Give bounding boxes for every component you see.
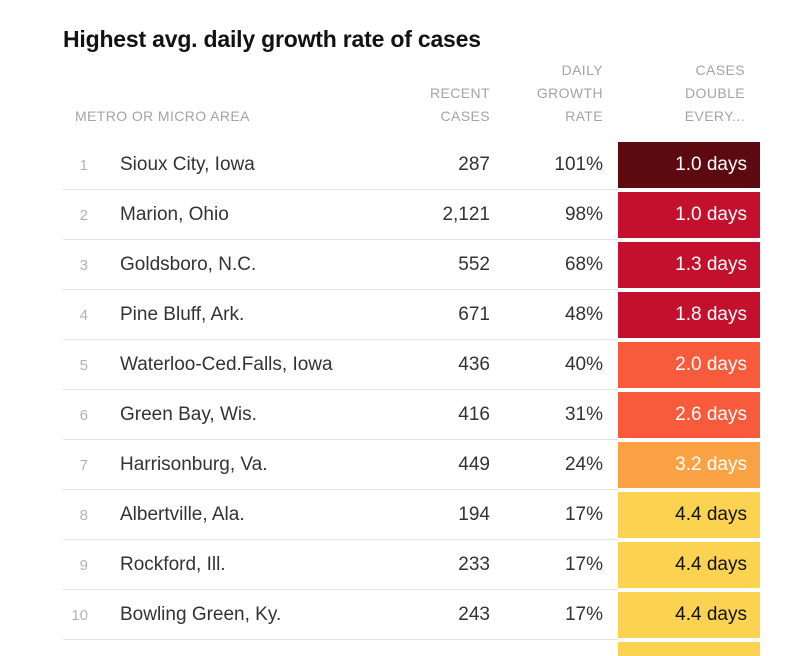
row-rank: 10	[71, 606, 88, 624]
table-row	[63, 640, 760, 656]
double-cell: 1.8 days	[618, 292, 760, 338]
table-row: 5 Waterloo-Ced.Falls, Iowa 436 40% 2.0 d…	[63, 340, 760, 390]
row-rank: 5	[79, 356, 88, 374]
table-row: 7 Harrisonburg, Va. 449 24% 3.2 days	[63, 440, 760, 490]
row-metro-area: Marion, Ohio	[120, 204, 229, 225]
row-recent-cases: 436	[458, 354, 490, 375]
row-rank: 3	[79, 256, 88, 274]
double-cell: 2.0 days	[618, 342, 760, 388]
row-metro-area: Pine Bluff, Ark.	[120, 304, 245, 325]
row-rank: 6	[79, 406, 88, 424]
double-cell	[618, 642, 760, 656]
row-metro-area: Goldsboro, N.C.	[120, 254, 257, 275]
row-growth-rate: 17%	[564, 504, 603, 525]
row-growth-rate: 24%	[564, 454, 603, 475]
row-recent-cases: 552	[458, 254, 490, 275]
row-growth-rate: 68%	[564, 254, 603, 275]
page-title: Highest avg. daily growth rate of cases	[63, 26, 481, 52]
table-row: 10 Bowling Green, Ky. 243 17% 4.4 days	[63, 590, 760, 640]
growth-table-card: Highest avg. daily growth rate of cases …	[0, 26, 808, 656]
row-metro-area: Sioux City, Iowa	[120, 154, 255, 175]
row-rank: 4	[79, 306, 88, 324]
row-growth-rate: 17%	[564, 604, 603, 625]
table-row: 9 Rockford, Ill. 233 17% 4.4 days	[63, 540, 760, 590]
double-cell: 4.4 days	[618, 492, 760, 538]
double-cell: 1.0 days	[618, 142, 760, 188]
table-row: 8 Albertville, Ala. 194 17% 4.4 days	[63, 490, 760, 540]
row-rank: 8	[79, 506, 88, 524]
row-growth-rate: 98%	[564, 204, 603, 225]
col-header-growth-rate: DAILY GROWTH RATE	[536, 62, 603, 124]
row-growth-rate: 48%	[564, 304, 603, 325]
row-recent-cases: 287	[458, 154, 490, 175]
row-growth-rate: 31%	[564, 404, 603, 425]
row-metro-area: Rockford, Ill.	[120, 554, 226, 575]
table-header-row: METRO OR MICRO AREA RECENT CASES DAILY G…	[63, 55, 760, 140]
row-rank: 1	[79, 156, 88, 174]
double-cell: 4.4 days	[618, 592, 760, 638]
row-rank: 9	[79, 556, 88, 574]
row-recent-cases: 2,121	[442, 204, 490, 225]
row-recent-cases: 449	[458, 454, 490, 475]
table-row: 3 Goldsboro, N.C. 552 68% 1.3 days	[63, 240, 760, 290]
table-row: 1 Sioux City, Iowa 287 101% 1.0 days	[63, 140, 760, 190]
row-rank: 7	[79, 456, 88, 474]
double-cell: 1.3 days	[618, 242, 760, 288]
table-row: 2 Marion, Ohio 2,121 98% 1.0 days	[63, 190, 760, 240]
table-body: 1 Sioux City, Iowa 287 101% 1.0 days 2 M…	[63, 140, 760, 656]
double-cell: 2.6 days	[618, 392, 760, 438]
row-growth-rate: 17%	[564, 554, 603, 575]
row-metro-area: Bowling Green, Ky.	[120, 604, 282, 625]
double-cell: 4.4 days	[618, 542, 760, 588]
row-recent-cases: 671	[458, 304, 490, 325]
double-cell: 3.2 days	[618, 442, 760, 488]
row-growth-rate: 40%	[564, 354, 603, 375]
row-growth-rate: 101%	[554, 154, 603, 175]
double-cell: 1.0 days	[618, 192, 760, 238]
col-header-metro-area: METRO OR MICRO AREA	[75, 108, 250, 124]
row-metro-area: Harrisonburg, Va.	[120, 454, 268, 475]
row-rank: 2	[79, 206, 88, 224]
row-metro-area: Waterloo-Ced.Falls, Iowa	[120, 354, 333, 375]
col-header-recent-cases: RECENT CASES	[430, 85, 490, 124]
row-recent-cases: 233	[458, 554, 490, 575]
col-header-cases-double: CASES DOUBLE EVERY...	[684, 62, 745, 124]
row-metro-area: Albertville, Ala.	[120, 504, 245, 525]
table-row: 6 Green Bay, Wis. 416 31% 2.6 days	[63, 390, 760, 440]
table-row: 4 Pine Bluff, Ark. 671 48% 1.8 days	[63, 290, 760, 340]
row-recent-cases: 243	[458, 604, 490, 625]
row-metro-area: Green Bay, Wis.	[120, 404, 257, 425]
row-recent-cases: 416	[458, 404, 490, 425]
row-recent-cases: 194	[458, 504, 490, 525]
